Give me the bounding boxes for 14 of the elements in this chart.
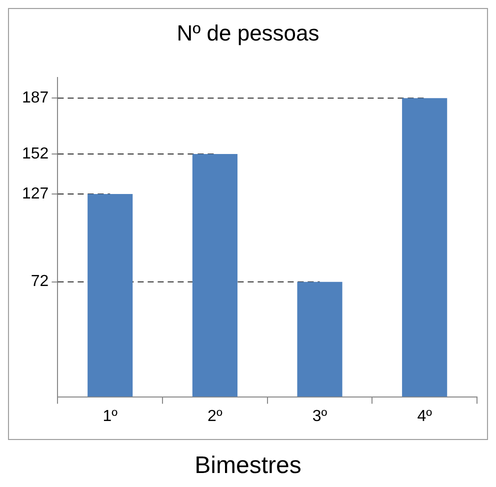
x-tick-label: 1º: [102, 408, 118, 425]
bar: [297, 282, 342, 397]
y-tick-label: 152: [22, 145, 49, 162]
y-tick-label: 127: [22, 185, 49, 202]
y-tick-label: 72: [30, 273, 49, 290]
x-tick-label: 2º: [208, 408, 222, 425]
bar: [402, 98, 448, 397]
x-tick-label: 3º: [312, 408, 328, 425]
chart-title: Nº de pessoas: [176, 20, 320, 46]
bar: [192, 154, 238, 397]
x-tick-label: 4º: [417, 408, 432, 425]
bar: [88, 194, 133, 397]
y-tick-label: 187: [22, 90, 49, 107]
x-axis-title: Bimestres: [194, 452, 302, 480]
